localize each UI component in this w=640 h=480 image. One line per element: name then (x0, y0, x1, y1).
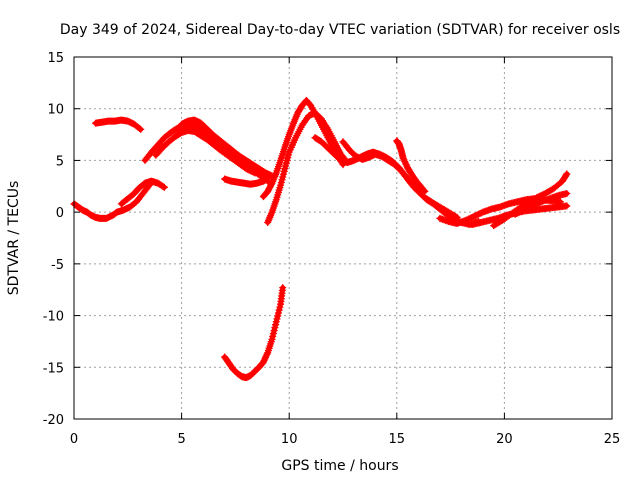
y-tick-label: 0 (56, 206, 64, 221)
y-tick-label: 10 (47, 103, 64, 118)
data-point (402, 161, 410, 169)
series-arc-evening-a (436, 195, 564, 228)
plot-frame (73, 56, 613, 420)
x-tick-label: 0 (70, 432, 78, 447)
data-point (267, 181, 275, 189)
series-arc-hump-c (178, 116, 276, 180)
series-arc-evening-d (511, 190, 571, 218)
data-point (401, 159, 409, 167)
data-point (160, 183, 168, 191)
data-point (563, 170, 571, 178)
series-arc-evening-c (490, 170, 571, 230)
data-point (262, 352, 270, 360)
series-arc-hump-b (152, 126, 259, 177)
series-arc-early-rise (117, 177, 168, 208)
data-point (137, 125, 145, 133)
x-tick-label: 15 (389, 432, 406, 447)
data-point (159, 183, 167, 191)
data-point (556, 198, 564, 206)
y-tick-label: -20 (43, 413, 64, 428)
data-point (263, 350, 271, 358)
series-arc-spike-15 (393, 137, 429, 195)
data-point (563, 202, 571, 210)
data-point (264, 174, 272, 182)
data-point (279, 284, 287, 292)
y-tick-label: -5 (51, 258, 64, 273)
data-point (259, 358, 267, 366)
chart-title: Day 349 of 2024, Sidereal Day-to-day VTE… (60, 22, 620, 38)
x-tick-label: 20 (496, 432, 513, 447)
x-tick-label: 5 (177, 432, 185, 447)
data-point (399, 154, 407, 162)
data-point (249, 168, 257, 176)
data-point (260, 357, 268, 365)
data-points (70, 96, 571, 382)
data-point (421, 187, 429, 195)
y-axis-label: SDTVAR / TECUs (6, 181, 22, 296)
x-tick-label: 10 (281, 432, 298, 447)
data-point (562, 171, 570, 179)
y-tick-label: -10 (43, 310, 64, 325)
data-point (420, 187, 428, 195)
data-point (251, 169, 259, 177)
y-tick-label: 5 (56, 154, 64, 169)
series-arc-top-left (92, 116, 145, 133)
x-axis-label: GPS time / hours (281, 458, 398, 474)
y-tick-label: 15 (47, 51, 64, 66)
data-point (401, 157, 409, 165)
data-point (563, 190, 571, 198)
data-point (400, 156, 408, 164)
series-arc-deep-minus (221, 284, 287, 382)
grid (74, 57, 612, 419)
y-tick-label: -15 (43, 361, 64, 376)
data-point (262, 353, 270, 361)
data-point (136, 125, 144, 133)
series-arc-mid-low (221, 174, 272, 188)
axis-ticks: 0 5 10 15 20 25 -20 -15 -10 -5 0 5 10 15 (43, 51, 621, 447)
x-tick-label: 25 (604, 432, 621, 447)
data-point (261, 355, 269, 363)
